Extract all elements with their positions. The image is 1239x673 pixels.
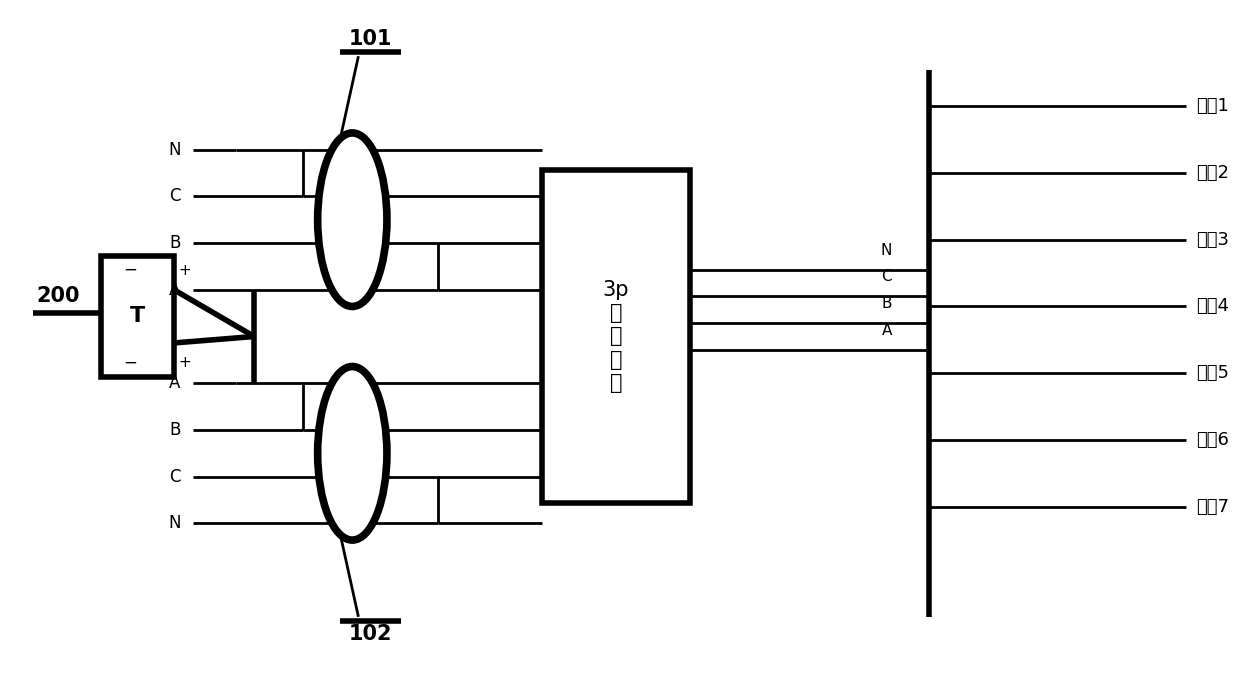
Ellipse shape bbox=[317, 367, 387, 540]
Text: 负载6: 负载6 bbox=[1196, 431, 1229, 449]
Text: −: − bbox=[123, 261, 136, 279]
Text: +: + bbox=[178, 355, 191, 370]
Text: B: B bbox=[170, 234, 181, 252]
Text: N: N bbox=[169, 141, 181, 159]
Text: T: T bbox=[130, 306, 145, 326]
Ellipse shape bbox=[317, 133, 387, 306]
Bar bbox=[543, 170, 690, 503]
Text: N: N bbox=[881, 243, 892, 258]
Bar bbox=[100, 256, 175, 377]
Text: 3p
切
换
开
关: 3p 切 换 开 关 bbox=[602, 280, 629, 393]
Text: B: B bbox=[170, 421, 181, 439]
Text: 200: 200 bbox=[36, 287, 79, 306]
Text: C: C bbox=[169, 187, 181, 205]
Text: 负载4: 负载4 bbox=[1196, 297, 1229, 316]
Text: +: + bbox=[178, 262, 191, 277]
Text: 负载5: 负载5 bbox=[1196, 364, 1229, 382]
Text: C: C bbox=[881, 269, 892, 285]
Text: C: C bbox=[169, 468, 181, 486]
Text: 101: 101 bbox=[349, 30, 393, 50]
Text: 负载3: 负载3 bbox=[1196, 231, 1229, 249]
Text: B: B bbox=[881, 296, 892, 311]
Text: −: − bbox=[123, 354, 136, 372]
Text: N: N bbox=[169, 514, 181, 532]
Text: A: A bbox=[170, 374, 181, 392]
Text: 负载7: 负载7 bbox=[1196, 498, 1229, 516]
Text: A: A bbox=[170, 281, 181, 299]
Text: 负载1: 负载1 bbox=[1196, 97, 1229, 115]
Text: A: A bbox=[881, 323, 892, 338]
Text: 102: 102 bbox=[349, 623, 393, 643]
Text: 负载2: 负载2 bbox=[1196, 164, 1229, 182]
